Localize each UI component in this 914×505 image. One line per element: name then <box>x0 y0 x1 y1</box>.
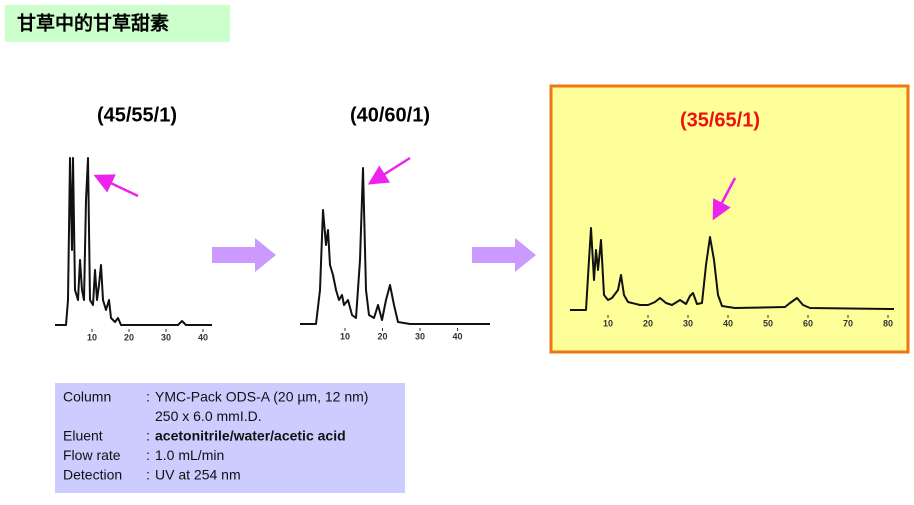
pointer-arrow <box>712 177 737 221</box>
condition-name: Detection <box>63 467 122 483</box>
conditions: Column: YMC-Pack ODS-A (20 µm, 12 nm) 250 … <box>63 389 368 483</box>
tick-label: 20 <box>643 318 653 328</box>
condition-colon: : <box>146 467 150 483</box>
condition-value: YMC-Pack ODS-A (20 µm, 12 nm) <box>155 389 368 405</box>
pointer-arrow <box>367 156 411 185</box>
condition-name: Eluent <box>63 428 103 444</box>
step-arrow <box>472 238 536 272</box>
tick-label: 30 <box>683 318 693 328</box>
tick-label: 60 <box>803 318 813 328</box>
condition-value: 250 x 6.0 mmI.D. <box>155 408 262 424</box>
title: 甘草中的甘草甜素 <box>17 12 169 35</box>
tick-label: 50 <box>763 318 773 328</box>
tick-label: 70 <box>843 318 853 328</box>
condition-name: Column <box>63 389 111 405</box>
tick-label: 30 <box>415 331 425 341</box>
tick-label: 40 <box>452 331 462 341</box>
tick-label: 80 <box>883 318 893 328</box>
condition-value: UV at 254 nm <box>155 467 241 483</box>
chromatogram <box>55 157 212 326</box>
tick-label: 40 <box>723 318 733 328</box>
tick-label: 10 <box>87 332 97 342</box>
condition-colon: : <box>146 447 150 463</box>
step-arrow <box>212 238 276 272</box>
tick-label: 20 <box>124 332 134 342</box>
condition-name: Flow rate <box>63 447 121 463</box>
pointer-arrow <box>93 174 139 198</box>
tick-label: 10 <box>340 331 350 341</box>
panel-label: (35/65/1) <box>680 109 760 131</box>
tick-label: 30 <box>161 332 171 342</box>
condition-colon: : <box>146 389 150 405</box>
condition-value: acetonitrile/water/acetic acid <box>155 428 346 444</box>
tick-label: 10 <box>603 318 613 328</box>
chromatogram <box>300 167 490 325</box>
condition-colon: : <box>146 428 150 444</box>
title-box <box>5 5 230 42</box>
conditions-box <box>55 383 405 493</box>
tick-label: 40 <box>198 332 208 342</box>
condition-value: 1.0 mL/min <box>155 447 224 463</box>
chromatogram <box>570 227 895 311</box>
tick-label: 20 <box>377 331 387 341</box>
panel-label: (45/55/1) <box>97 104 177 126</box>
panel-label: (40/60/1) <box>350 104 430 126</box>
